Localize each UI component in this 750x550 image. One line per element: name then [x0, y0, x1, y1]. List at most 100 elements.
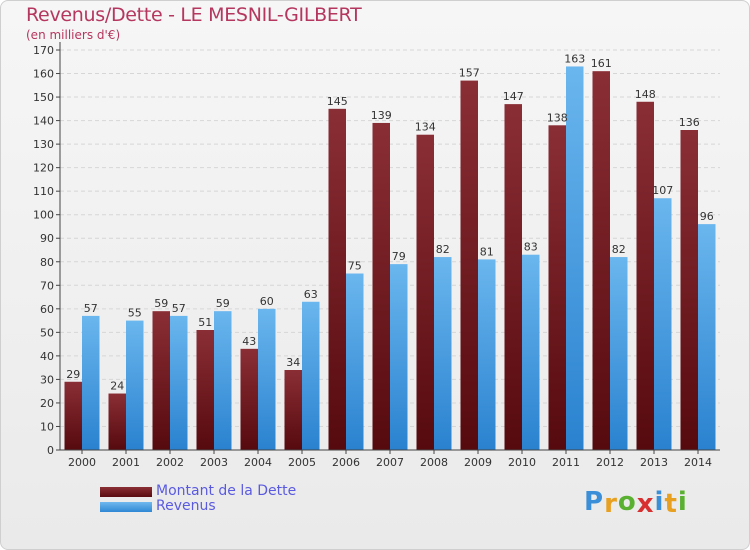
logo-letter: i — [654, 487, 665, 517]
legend-swatch-dette — [100, 487, 152, 497]
bar-revenus — [654, 198, 672, 450]
data-label-dette: 59 — [154, 297, 168, 310]
data-label-dette: 138 — [547, 111, 568, 124]
data-label-dette: 51 — [198, 316, 212, 329]
proxiti-logo: Proxiti — [584, 487, 688, 519]
bar-revenus — [302, 301, 320, 450]
y-tick-label: 60 — [40, 303, 54, 316]
data-label-dette: 43 — [242, 335, 256, 348]
x-tick-label: 2000 — [68, 456, 96, 469]
bar-dette — [196, 330, 214, 450]
bar-dette — [548, 125, 566, 450]
y-tick-label: 20 — [40, 397, 54, 410]
bar-revenus — [126, 320, 144, 450]
bar-dette — [284, 370, 302, 450]
x-tick-label: 2002 — [156, 456, 184, 469]
y-tick-label: 170 — [33, 44, 54, 57]
x-tick-label: 2001 — [112, 456, 140, 469]
y-tick-label: 130 — [33, 138, 54, 151]
data-label-revenus: 96 — [700, 210, 714, 223]
y-tick-label: 70 — [40, 279, 54, 292]
data-label-revenus: 83 — [524, 241, 538, 254]
data-label-revenus: 55 — [128, 307, 142, 320]
bar-dette — [152, 311, 170, 450]
bar-dette — [504, 104, 522, 450]
chart-subtitle: (en milliers d'€) — [26, 28, 121, 42]
bar-revenus — [698, 224, 716, 450]
bar-revenus — [566, 66, 584, 451]
y-tick-label: 160 — [33, 68, 54, 81]
bar-revenus — [434, 257, 452, 450]
data-label-revenus: 81 — [480, 245, 494, 258]
bar-dette — [328, 108, 346, 450]
logo-letter: o — [617, 487, 637, 517]
bar-dette — [372, 122, 390, 451]
y-tick-label: 80 — [40, 256, 54, 269]
y-tick-label: 120 — [33, 162, 54, 175]
bar-revenus — [390, 264, 408, 450]
x-tick-label: 2003 — [200, 456, 228, 469]
data-label-revenus: 75 — [348, 260, 362, 273]
data-label-revenus: 82 — [436, 243, 450, 256]
y-tick-label: 90 — [40, 232, 54, 245]
data-label-revenus: 63 — [304, 288, 318, 301]
data-label-revenus: 60 — [260, 295, 274, 308]
data-label-dette: 136 — [679, 116, 700, 129]
data-label-revenus: 57 — [172, 302, 186, 315]
bar-revenus — [82, 315, 100, 450]
data-label-revenus: 79 — [392, 250, 406, 263]
y-tick-label: 40 — [40, 350, 54, 363]
logo-letter: t — [664, 489, 678, 519]
data-label-dette: 148 — [635, 88, 656, 101]
bar-dette — [240, 348, 258, 450]
x-tick-label: 2009 — [464, 456, 492, 469]
y-tick-label: 10 — [40, 420, 54, 433]
data-label-revenus: 82 — [612, 243, 626, 256]
logo-letter: i — [677, 487, 688, 517]
bar-dette — [64, 381, 82, 450]
bar-dette — [636, 101, 654, 450]
x-tick-label: 2006 — [332, 456, 360, 469]
y-tick-label: 150 — [33, 91, 54, 104]
data-label-revenus: 57 — [84, 302, 98, 315]
x-tick-label: 2008 — [420, 456, 448, 469]
logo-letter: P — [584, 487, 605, 517]
bar-revenus — [170, 315, 188, 450]
y-tick-label: 50 — [40, 326, 54, 339]
y-tick-label: 0 — [47, 444, 54, 457]
data-label-dette: 134 — [415, 121, 436, 134]
data-label-dette: 139 — [371, 109, 392, 122]
bar-revenus — [478, 259, 496, 450]
bar-dette — [460, 80, 478, 451]
y-tick-label: 140 — [33, 115, 54, 128]
data-label-revenus: 107 — [652, 184, 673, 197]
legend-swatch-revenus — [100, 502, 152, 512]
logo-letter: r — [604, 489, 618, 519]
data-label-dette: 157 — [459, 67, 480, 80]
bar-dette — [592, 71, 610, 451]
x-tick-label: 2005 — [288, 456, 316, 469]
x-tick-label: 2011 — [552, 456, 580, 469]
x-tick-label: 2010 — [508, 456, 536, 469]
data-label-revenus: 59 — [216, 297, 230, 310]
bar-revenus — [214, 311, 232, 450]
bar-revenus — [346, 273, 364, 450]
bar-revenus — [610, 257, 628, 450]
y-tick-label: 100 — [33, 209, 54, 222]
legend-label-dette: Montant de la Dette — [156, 483, 297, 499]
bar-dette — [108, 393, 126, 450]
data-label-dette: 34 — [286, 356, 300, 369]
data-label-dette: 24 — [110, 380, 124, 393]
y-tick-label: 110 — [33, 185, 54, 198]
bar-dette — [416, 134, 434, 451]
bar-dette — [680, 130, 698, 450]
logo-letter: x — [636, 489, 655, 519]
data-label-revenus: 163 — [564, 52, 585, 65]
data-label-dette: 145 — [327, 95, 348, 108]
x-tick-label: 2004 — [244, 456, 272, 469]
data-label-dette: 147 — [503, 90, 524, 103]
chart-title: Revenus/Dette - LE MESNIL-GILBERT — [26, 4, 362, 26]
bar-revenus — [258, 308, 276, 450]
data-label-dette: 161 — [591, 57, 612, 70]
x-tick-label: 2007 — [376, 456, 404, 469]
